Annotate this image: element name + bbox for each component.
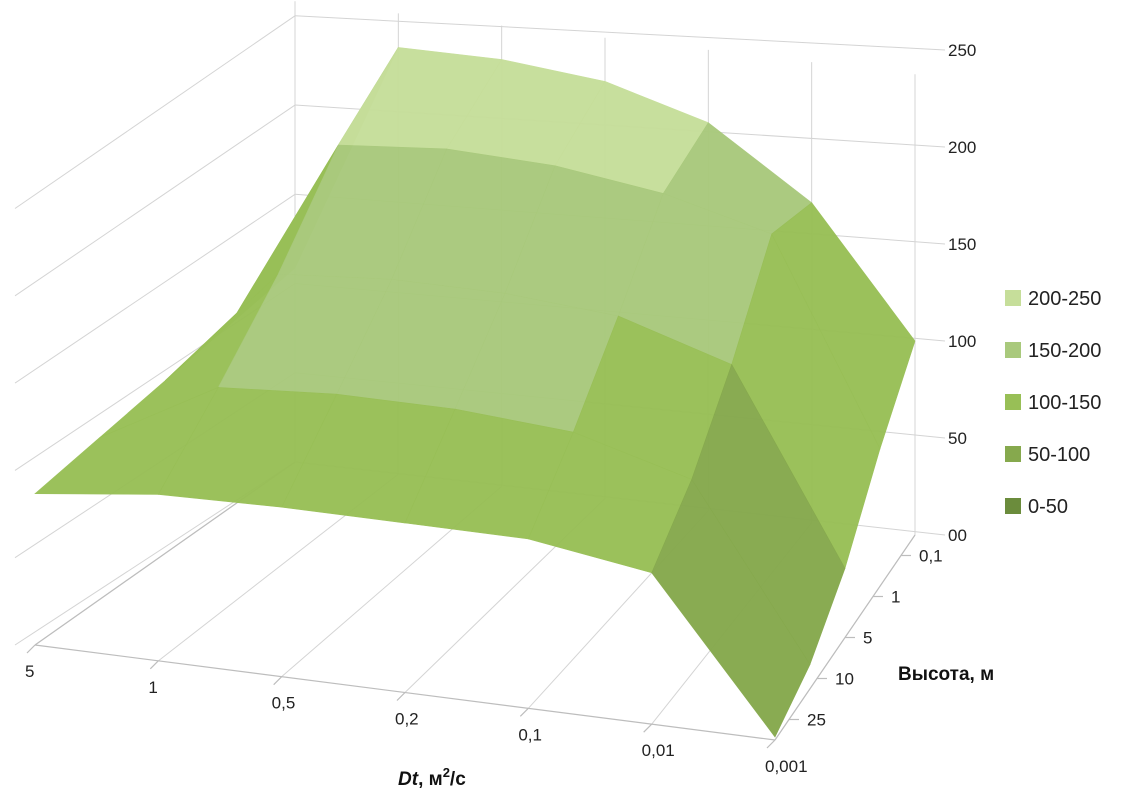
z-tick-label: 200 [948,138,976,157]
x-axis-title-tail: /с [450,769,466,790]
legend-swatch [1005,446,1021,462]
z-tick-label: 250 [948,41,976,60]
label-layer: 00 50 100 150 200 250 5 1 0,5 0,2 0,1 0,01 0,001 0,1 1… [25,41,976,776]
y-tick-label: 0,1 [919,547,943,566]
y-tick-label: 25 [807,711,826,730]
x-tick-mark [273,676,283,686]
y-tick-label: 10 [835,670,854,689]
legend-label: 100-150 [1028,392,1101,414]
x-tick-mark [396,692,406,701]
x-tick-mark [519,707,529,717]
y-axis-title: Высота, м [898,664,994,685]
x-tick-label: 0,001 [765,757,808,776]
x-tick-mark [643,723,653,733]
x-tick-mark [149,660,159,670]
side-wall-gridline [14,104,296,297]
z-tick-label: 00 [948,526,967,545]
x-tick-mark [766,739,776,749]
y-tick-label: 5 [863,629,872,648]
legend-label: 150-200 [1028,340,1101,362]
z-tick-label: 100 [948,332,976,351]
x-axis-title-italic: Dt [398,769,419,790]
surface-layer [34,47,916,738]
surface-patch [651,478,811,738]
z-tick-label: 50 [948,429,967,448]
x-tick-label: 0,2 [395,710,419,729]
legend-swatch [1005,394,1021,410]
legend-swatch [1005,290,1021,306]
x-tick-label: 0,01 [642,741,675,760]
x-tick-label: 1 [148,678,157,697]
x-axis-title: Dt, м2/с [398,765,466,790]
legend-swatch [1005,498,1021,514]
y-tick-label: 1 [891,588,900,607]
legend: 200-250 150-200 100-150 50-100 0-50 [1005,288,1101,518]
side-wall-gridline [14,15,296,209]
x-tick-label: 0,5 [272,694,296,713]
x-tick-label: 0,1 [518,725,542,744]
x-tick-label: 5 [25,662,34,681]
legend-swatch [1005,342,1021,358]
x-tick-mark [26,644,36,654]
legend-label: 50-100 [1028,444,1090,466]
legend-label: 0-50 [1028,496,1068,518]
x-axis-title-sup: 2 [443,765,450,780]
x-axis-title-unit: , м [418,769,443,790]
back-wall-gridline [294,15,946,51]
z-tick-label: 150 [948,235,976,254]
legend-label: 200-250 [1028,288,1101,310]
side-wall-gridline [14,193,296,384]
